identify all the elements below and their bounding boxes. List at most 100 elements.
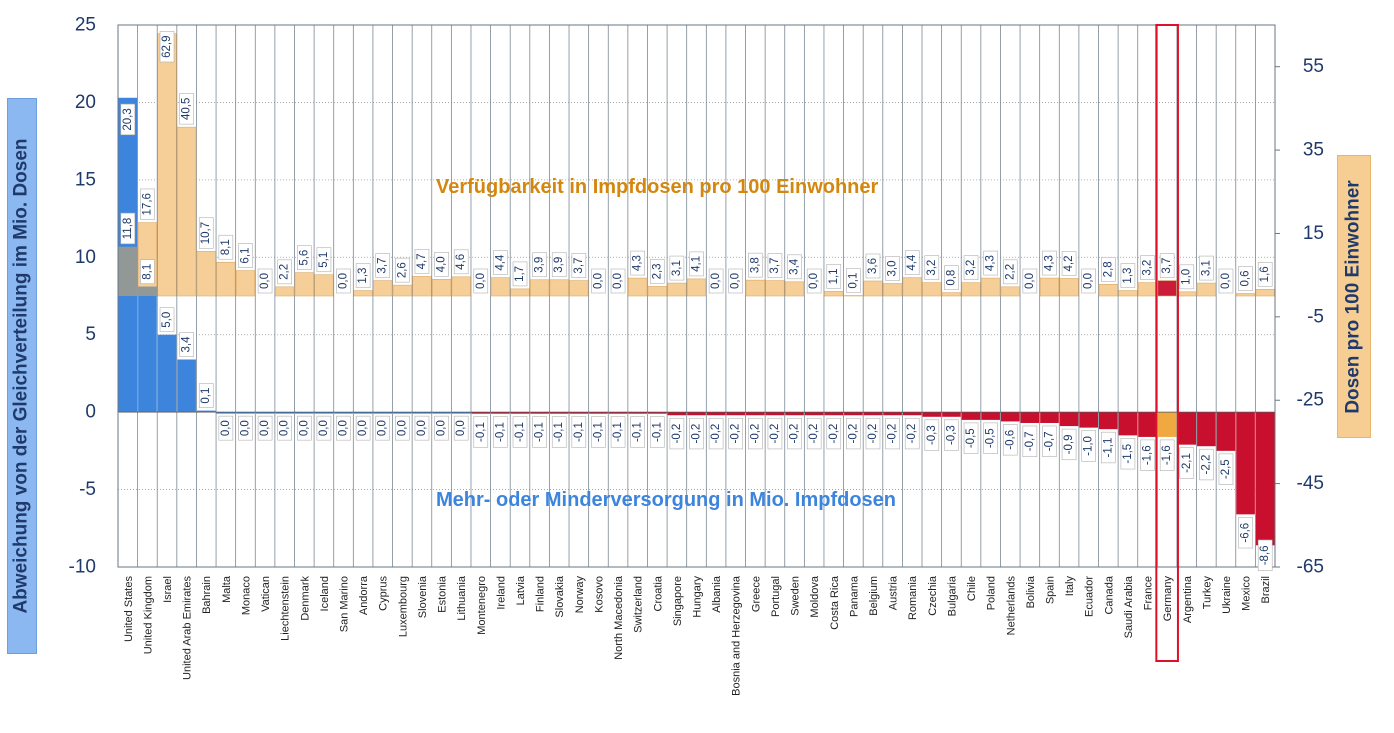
category-label: Monaco xyxy=(240,576,252,615)
supply-data-label-box xyxy=(316,415,332,441)
availability-bar xyxy=(275,286,295,297)
category-label: Ecuador xyxy=(1084,576,1096,617)
supply-bar xyxy=(196,410,216,413)
availability-data-label-box xyxy=(963,255,979,280)
supply-data-label-box xyxy=(336,415,351,441)
left-tick-label: 5 xyxy=(85,324,96,345)
supply-data-label-box xyxy=(865,417,881,450)
supply-bar xyxy=(432,412,451,414)
supply-data-label: -0,2 xyxy=(769,424,781,444)
availability-bar xyxy=(157,33,177,297)
supply-data-label: 0,0 xyxy=(259,420,271,436)
supply-data-label: -0,6 xyxy=(1004,430,1016,450)
supply-bar xyxy=(804,412,824,416)
supply-data-label-box xyxy=(904,417,920,450)
availability-data-label-box xyxy=(257,268,273,294)
availability-data-label-box xyxy=(904,250,920,275)
supply-data-label: -2,2 xyxy=(1200,455,1212,475)
availability-data-label-box xyxy=(395,257,410,283)
availability-data-label-box xyxy=(944,265,959,290)
category-label: Ukraine xyxy=(1221,576,1233,614)
supply-data-label-box xyxy=(493,416,508,448)
availability-data-label-box xyxy=(1101,257,1116,282)
category-label: Croatia xyxy=(652,575,664,611)
category-label: United Kingdom xyxy=(142,576,154,654)
availability-data-label: 4,3 xyxy=(632,255,644,271)
supply-data-label: 0,0 xyxy=(436,420,448,436)
supply-data-label: 3,4 xyxy=(181,336,193,353)
availability-data-label: 1,6 xyxy=(1259,266,1271,282)
supply-data-label: -0,2 xyxy=(828,424,840,444)
availability-data-label: 0,0 xyxy=(808,273,820,289)
availability-data-label: 1,3 xyxy=(357,268,369,284)
supply-data-label-box xyxy=(1061,428,1077,461)
availability-bar xyxy=(1235,293,1256,297)
category-label: Slovakia xyxy=(554,575,566,617)
category-label: Greece xyxy=(750,576,762,612)
availability-data-label-box xyxy=(787,254,802,280)
availability-bar xyxy=(902,277,922,297)
availability-annotation: Verfügbarkeit in Impfdosen pro 100 Einwo… xyxy=(436,176,879,198)
availability-data-label-box xyxy=(1022,268,1038,294)
availability-data-label: 3,1 xyxy=(1200,260,1212,276)
supply-bar xyxy=(687,412,706,416)
supply-bar xyxy=(1059,412,1079,427)
supply-data-label: 0,0 xyxy=(318,420,330,436)
supply-data-label: 0,0 xyxy=(396,420,408,436)
category-label: Sweden xyxy=(790,576,802,616)
category-label: Liechtenstein xyxy=(280,576,292,641)
availability-data-label-box xyxy=(140,188,155,220)
category-label: Finland xyxy=(535,576,547,612)
availability-data-label-box xyxy=(767,253,783,278)
supply-bar xyxy=(569,412,589,414)
availability-data-label: 4,6 xyxy=(455,254,467,270)
availability-bar xyxy=(1118,290,1138,297)
availability-data-label: 0,0 xyxy=(710,273,722,289)
availability-data-label-box xyxy=(924,255,940,280)
availability-bar xyxy=(412,276,432,297)
availability-bar xyxy=(686,278,707,297)
supply-bar xyxy=(510,412,530,414)
availability-bar xyxy=(177,126,197,297)
availability-data-label: 3,9 xyxy=(534,257,546,273)
supply-data-label: -0,3 xyxy=(945,425,957,445)
availability-data-label: 0,0 xyxy=(1024,273,1036,289)
supply-bar xyxy=(765,412,785,416)
supply-data-label-box xyxy=(257,415,273,441)
left-tick-label: 10 xyxy=(75,247,96,268)
germany-highlight-box xyxy=(1155,24,1179,662)
availability-bar xyxy=(1098,284,1118,297)
supply-data-label-box xyxy=(885,417,900,450)
category-label: Norway xyxy=(574,576,586,614)
availability-data-label: 8,1 xyxy=(220,239,232,255)
supply-data-label: -0,1 xyxy=(534,422,546,442)
supply-bar xyxy=(1236,412,1255,515)
availability-data-label: 17,6 xyxy=(141,193,153,215)
availability-data-label-box xyxy=(1042,250,1057,276)
supply-data-label-box xyxy=(218,415,234,441)
availability-bar xyxy=(216,261,236,297)
supply-data-label: -0,2 xyxy=(789,424,801,444)
category-label: Latvia xyxy=(515,575,527,605)
availability-data-label-box xyxy=(1179,264,1195,290)
supply-data-label: -2,1 xyxy=(1181,453,1193,473)
supply-bar xyxy=(863,412,883,416)
supply-data-label: -8,6 xyxy=(1259,545,1271,565)
supply-data-label: 0,0 xyxy=(220,420,232,436)
supply-bar xyxy=(844,412,863,416)
availability-bar xyxy=(1157,280,1177,297)
availability-bar xyxy=(981,277,1001,297)
supply-data-label: -0,5 xyxy=(985,428,997,448)
availability-data-label: 4,3 xyxy=(985,255,997,271)
supply-bar xyxy=(275,412,294,414)
supply-data-label-box xyxy=(159,307,175,333)
availability-data-label-box xyxy=(610,268,626,294)
availability-data-label-box xyxy=(218,234,234,260)
plot-frame xyxy=(117,24,1276,568)
availability-data-label-box xyxy=(669,255,685,281)
availability-data-label-box xyxy=(649,259,665,284)
supply-bar xyxy=(1177,412,1197,445)
availability-data-label-box xyxy=(689,251,704,277)
supply-data-label: -0,1 xyxy=(475,422,487,442)
supply-data-label-box xyxy=(708,417,724,450)
